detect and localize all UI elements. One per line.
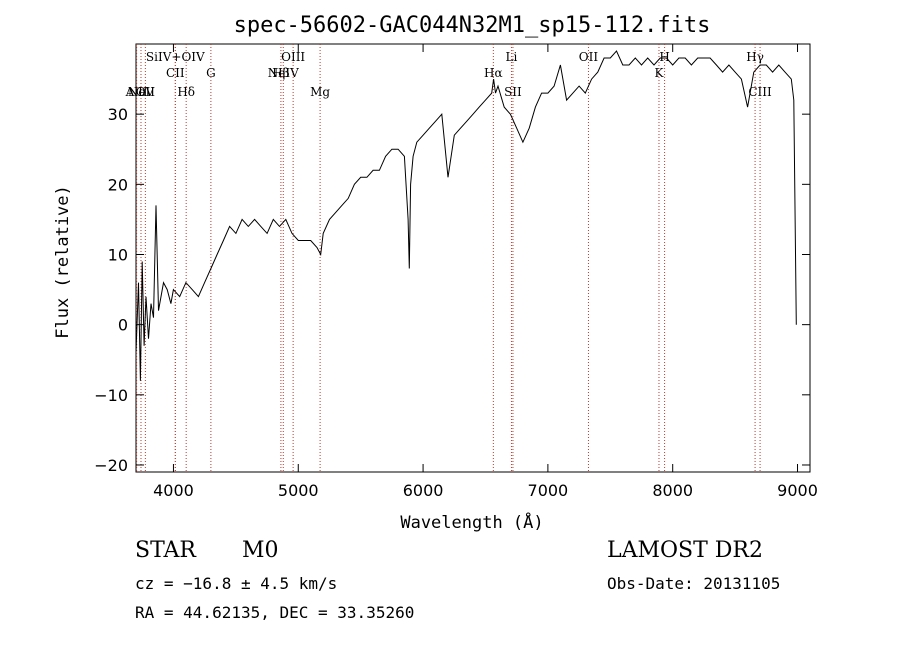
line-label: Mg: [310, 85, 330, 99]
line-label: K: [654, 66, 664, 80]
spectral-line-markers: [136, 44, 761, 472]
x-tick-label: 9000: [777, 481, 818, 500]
y-tick-label: −10: [94, 386, 128, 405]
line-label: AlII: [125, 85, 148, 99]
y-axis-label: Flux (relative): [53, 185, 73, 339]
line-label: NeV: [128, 85, 155, 99]
line-label: G: [206, 66, 216, 80]
x-tick-label: 8000: [652, 481, 693, 500]
chart-title: spec-56602-GAC044N32M1_sp15-112.fits: [234, 13, 711, 38]
line-label: Hα: [484, 66, 503, 80]
y-axis-ticks: −20 −10 0 10 20 30: [94, 105, 810, 475]
spectral-line-labels: AlIINeVOIISiIV+OIVCIIHδGOIIINeIVHβMgLiHα…: [125, 50, 772, 99]
y-tick-label: 10: [108, 245, 128, 264]
velocity-readout: cz = −16.8 ± 4.5 km/s: [135, 574, 338, 593]
line-label: OIII: [281, 50, 305, 64]
line-label: Hγ: [746, 50, 764, 64]
line-label: CIII: [748, 85, 772, 99]
line-label: OII: [136, 85, 156, 99]
x-axis-ticks: 4000 5000 6000 7000 8000 9000: [153, 44, 818, 500]
object-class: STAR: [135, 538, 196, 563]
x-tick-label: 7000: [528, 481, 569, 500]
subclass: M0: [242, 538, 279, 563]
spectrum-line: [135, 50, 797, 381]
observation-date: Obs-Date: 20131105: [607, 574, 781, 593]
plot-frame: [135, 43, 811, 473]
line-label: Li: [506, 50, 518, 64]
line-label: OII: [579, 50, 599, 64]
y-tick-label: 30: [108, 105, 128, 124]
x-tick-label: 5000: [278, 481, 319, 500]
line-label: Hδ: [177, 85, 195, 99]
y-tick-label: 20: [108, 175, 128, 194]
y-tick-label: 0: [118, 316, 128, 335]
line-label: SiIV+OIV: [146, 50, 205, 64]
line-label: CII: [166, 66, 185, 80]
survey-label: LAMOST DR2: [607, 538, 763, 563]
x-axis-label: Wavelength (Å): [400, 511, 543, 533]
x-tick-label: 4000: [153, 481, 194, 500]
x-tick-label: 6000: [403, 481, 444, 500]
y-tick-label: −20: [94, 456, 128, 475]
line-label: Hβ: [272, 66, 289, 80]
coordinates: RA = 44.62135, DEC = 33.35260: [135, 603, 415, 622]
line-label: H: [659, 50, 669, 64]
line-label: NeIV: [268, 66, 299, 80]
line-label: SII: [504, 85, 522, 99]
